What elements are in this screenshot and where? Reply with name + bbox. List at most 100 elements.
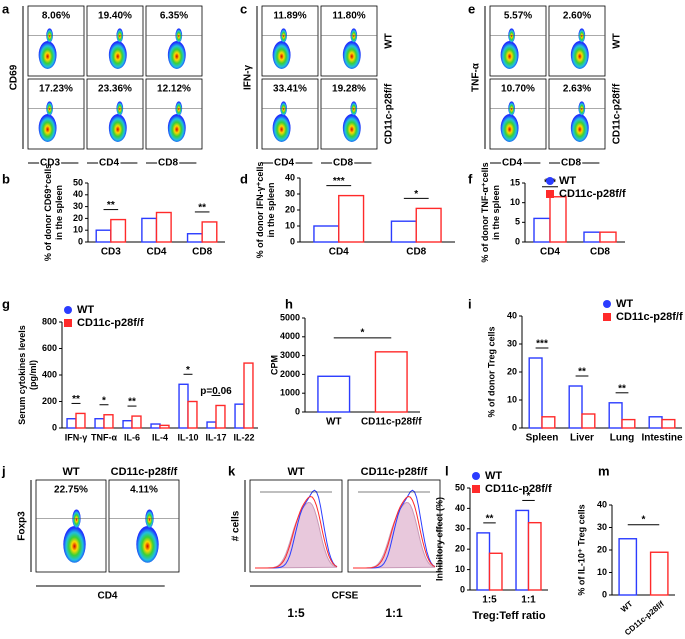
significance-label: p=0.06 [200, 386, 232, 397]
significance-label: * [527, 491, 531, 502]
bar [528, 357, 543, 429]
flow-x-label: CD8 [158, 158, 178, 169]
y-tick-label: 30 [285, 188, 295, 198]
bar [581, 413, 596, 429]
panel-letter: i [468, 296, 472, 311]
y-tick-label: 4000 [280, 331, 300, 341]
x-tick-label: CD8 [192, 247, 212, 258]
cell-density [272, 41, 291, 69]
percent-label: 4.11% [130, 485, 158, 496]
col-label: WT [287, 466, 304, 478]
x-tick-label: IL-4 [152, 432, 168, 442]
percent-label: 8.06% [42, 11, 70, 22]
bar [549, 196, 567, 243]
y-tick-label: 40 [455, 503, 465, 513]
plot-frame [261, 5, 319, 77]
percent-label: 6.35% [160, 11, 188, 22]
plot-frame [27, 78, 85, 150]
significance-label: ** [72, 394, 80, 405]
y-tick-label: 15 [510, 177, 520, 187]
flow-y-label: TNF-α [471, 62, 482, 92]
y-tick-label: 10 [510, 197, 520, 207]
bar [533, 217, 551, 243]
y-tick-label: 0 [460, 584, 465, 594]
x-tick-label: CD4 [329, 247, 349, 258]
legend-marker [603, 313, 611, 321]
y-tick-label: 0 [515, 236, 520, 246]
cell-density [167, 114, 186, 142]
row-label: WT [612, 33, 623, 49]
y-tick-label: 5 [515, 217, 520, 227]
cell-density [500, 114, 519, 142]
y-tick-label: 200 [42, 396, 57, 406]
bar [374, 351, 408, 413]
row-label: CD11c-p28f/f [612, 83, 623, 144]
percent-label: 10.70% [501, 84, 535, 95]
bar [178, 383, 189, 429]
panel-letter: j [1, 463, 6, 478]
percent-label: 19.28% [332, 84, 366, 95]
bar [150, 423, 161, 429]
cell-density [500, 41, 519, 69]
panel-letter: b [2, 171, 10, 186]
y-tick-label: 10 [597, 567, 607, 577]
panel-letter: e [468, 1, 475, 16]
y-tick-label: 30 [507, 338, 517, 348]
y-tick-label: 30 [597, 522, 607, 532]
x-tick-label: CD4 [146, 247, 166, 258]
flow-y-label: Foxp3 [17, 511, 28, 541]
bar [243, 362, 254, 429]
x-tick-label: CD4 [540, 247, 560, 258]
significance-label: ** [128, 397, 136, 408]
bar [648, 416, 663, 429]
y-axis-label: % of IL-10⁺ Treg cells [576, 504, 586, 595]
cell-density [342, 114, 361, 142]
y-axis-label: Inhibitory effect (%) [434, 497, 444, 581]
flow-x-label: CD8 [561, 158, 581, 169]
percent-label: 22.75% [54, 485, 88, 496]
y-tick-label: 10 [507, 394, 517, 404]
plot-frame [548, 78, 606, 150]
y-axis-label: in the spleen [266, 182, 276, 237]
cell-density [136, 526, 159, 563]
y-tick-label: 0 [52, 422, 57, 432]
y-tick-label: 0 [602, 589, 607, 599]
cell-density [63, 526, 86, 563]
flow-x-label: CFSE [332, 591, 359, 602]
bar [317, 375, 351, 413]
flow-y-label: # cells [231, 510, 242, 541]
flow-y-label: IFN-γ [243, 65, 254, 90]
flow-x-label: CD4 [502, 158, 522, 169]
significance-label: ** [486, 514, 494, 525]
bar [599, 231, 617, 243]
bar [103, 414, 114, 429]
bar [215, 404, 226, 429]
y-axis-label: CPM [269, 355, 279, 375]
col-label: CD11c-p28f/f [111, 466, 178, 478]
legend-label: WT [485, 470, 502, 482]
bar [75, 412, 86, 429]
x-tick-label: Lung [610, 433, 634, 444]
percent-label: 11.80% [332, 11, 365, 22]
flow-x-label: CD4 [274, 158, 294, 169]
y-tick-label: 20 [285, 204, 295, 214]
plot-frame [489, 5, 547, 77]
percent-label: 2.63% [563, 84, 591, 95]
y-tick-label: 40 [507, 310, 517, 320]
bar [476, 532, 491, 591]
flow-x-label: CD3 [40, 158, 60, 169]
col-label: CD11c-p28f/f [361, 466, 428, 478]
percent-label: 17.23% [39, 84, 73, 95]
x-tick-label: IFN-γ [65, 432, 88, 442]
bar [131, 415, 142, 429]
significance-label: ** [107, 200, 115, 211]
bar [618, 538, 638, 596]
bar [159, 424, 170, 429]
significance-label: * [414, 189, 418, 200]
y-axis-label: % of donor IFN-γ⁺cells [255, 162, 265, 259]
y-tick-label: 10 [73, 225, 83, 235]
y-tick-label: 30 [455, 523, 465, 533]
significance-label: * [642, 514, 646, 525]
cell-density [108, 41, 127, 69]
legend-marker [603, 300, 611, 308]
